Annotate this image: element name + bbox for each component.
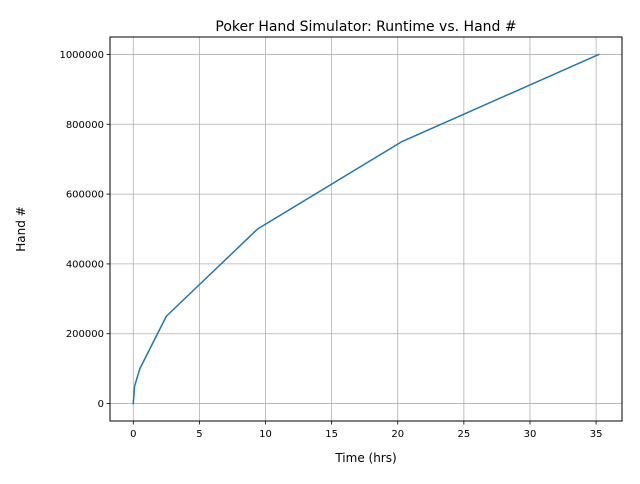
chart-title: Poker Hand Simulator: Runtime vs. Hand # [215,19,516,35]
x-tick-label: 35 [590,429,603,440]
x-tick-label: 15 [325,429,338,440]
y-axis-ticks: 0 200000 400000 600000 800000 1000000 [59,50,110,410]
series-line [132,53,600,405]
grid [110,37,622,421]
y-axis-label: Hand # [14,206,28,251]
x-tick-label: 25 [457,429,470,440]
y-tick-label: 800000 [66,120,104,131]
x-tick-label: 5 [196,429,202,440]
x-axis-ticks: 0 5 10 15 20 25 30 35 [130,421,602,440]
y-tick-label: 0 [98,399,104,410]
y-tick-label: 600000 [66,190,104,201]
y-tick-label: 1000000 [59,50,104,61]
y-tick-label: 200000 [66,329,104,340]
x-tick-label: 10 [259,429,272,440]
x-axis-label: Time (hrs) [334,451,396,465]
x-tick-label: 20 [391,429,404,440]
x-tick-label: 0 [130,429,136,440]
plot-frame [109,36,623,422]
y-tick-label: 400000 [66,259,104,270]
series-layer [132,53,600,405]
x-tick-label: 30 [524,429,537,440]
